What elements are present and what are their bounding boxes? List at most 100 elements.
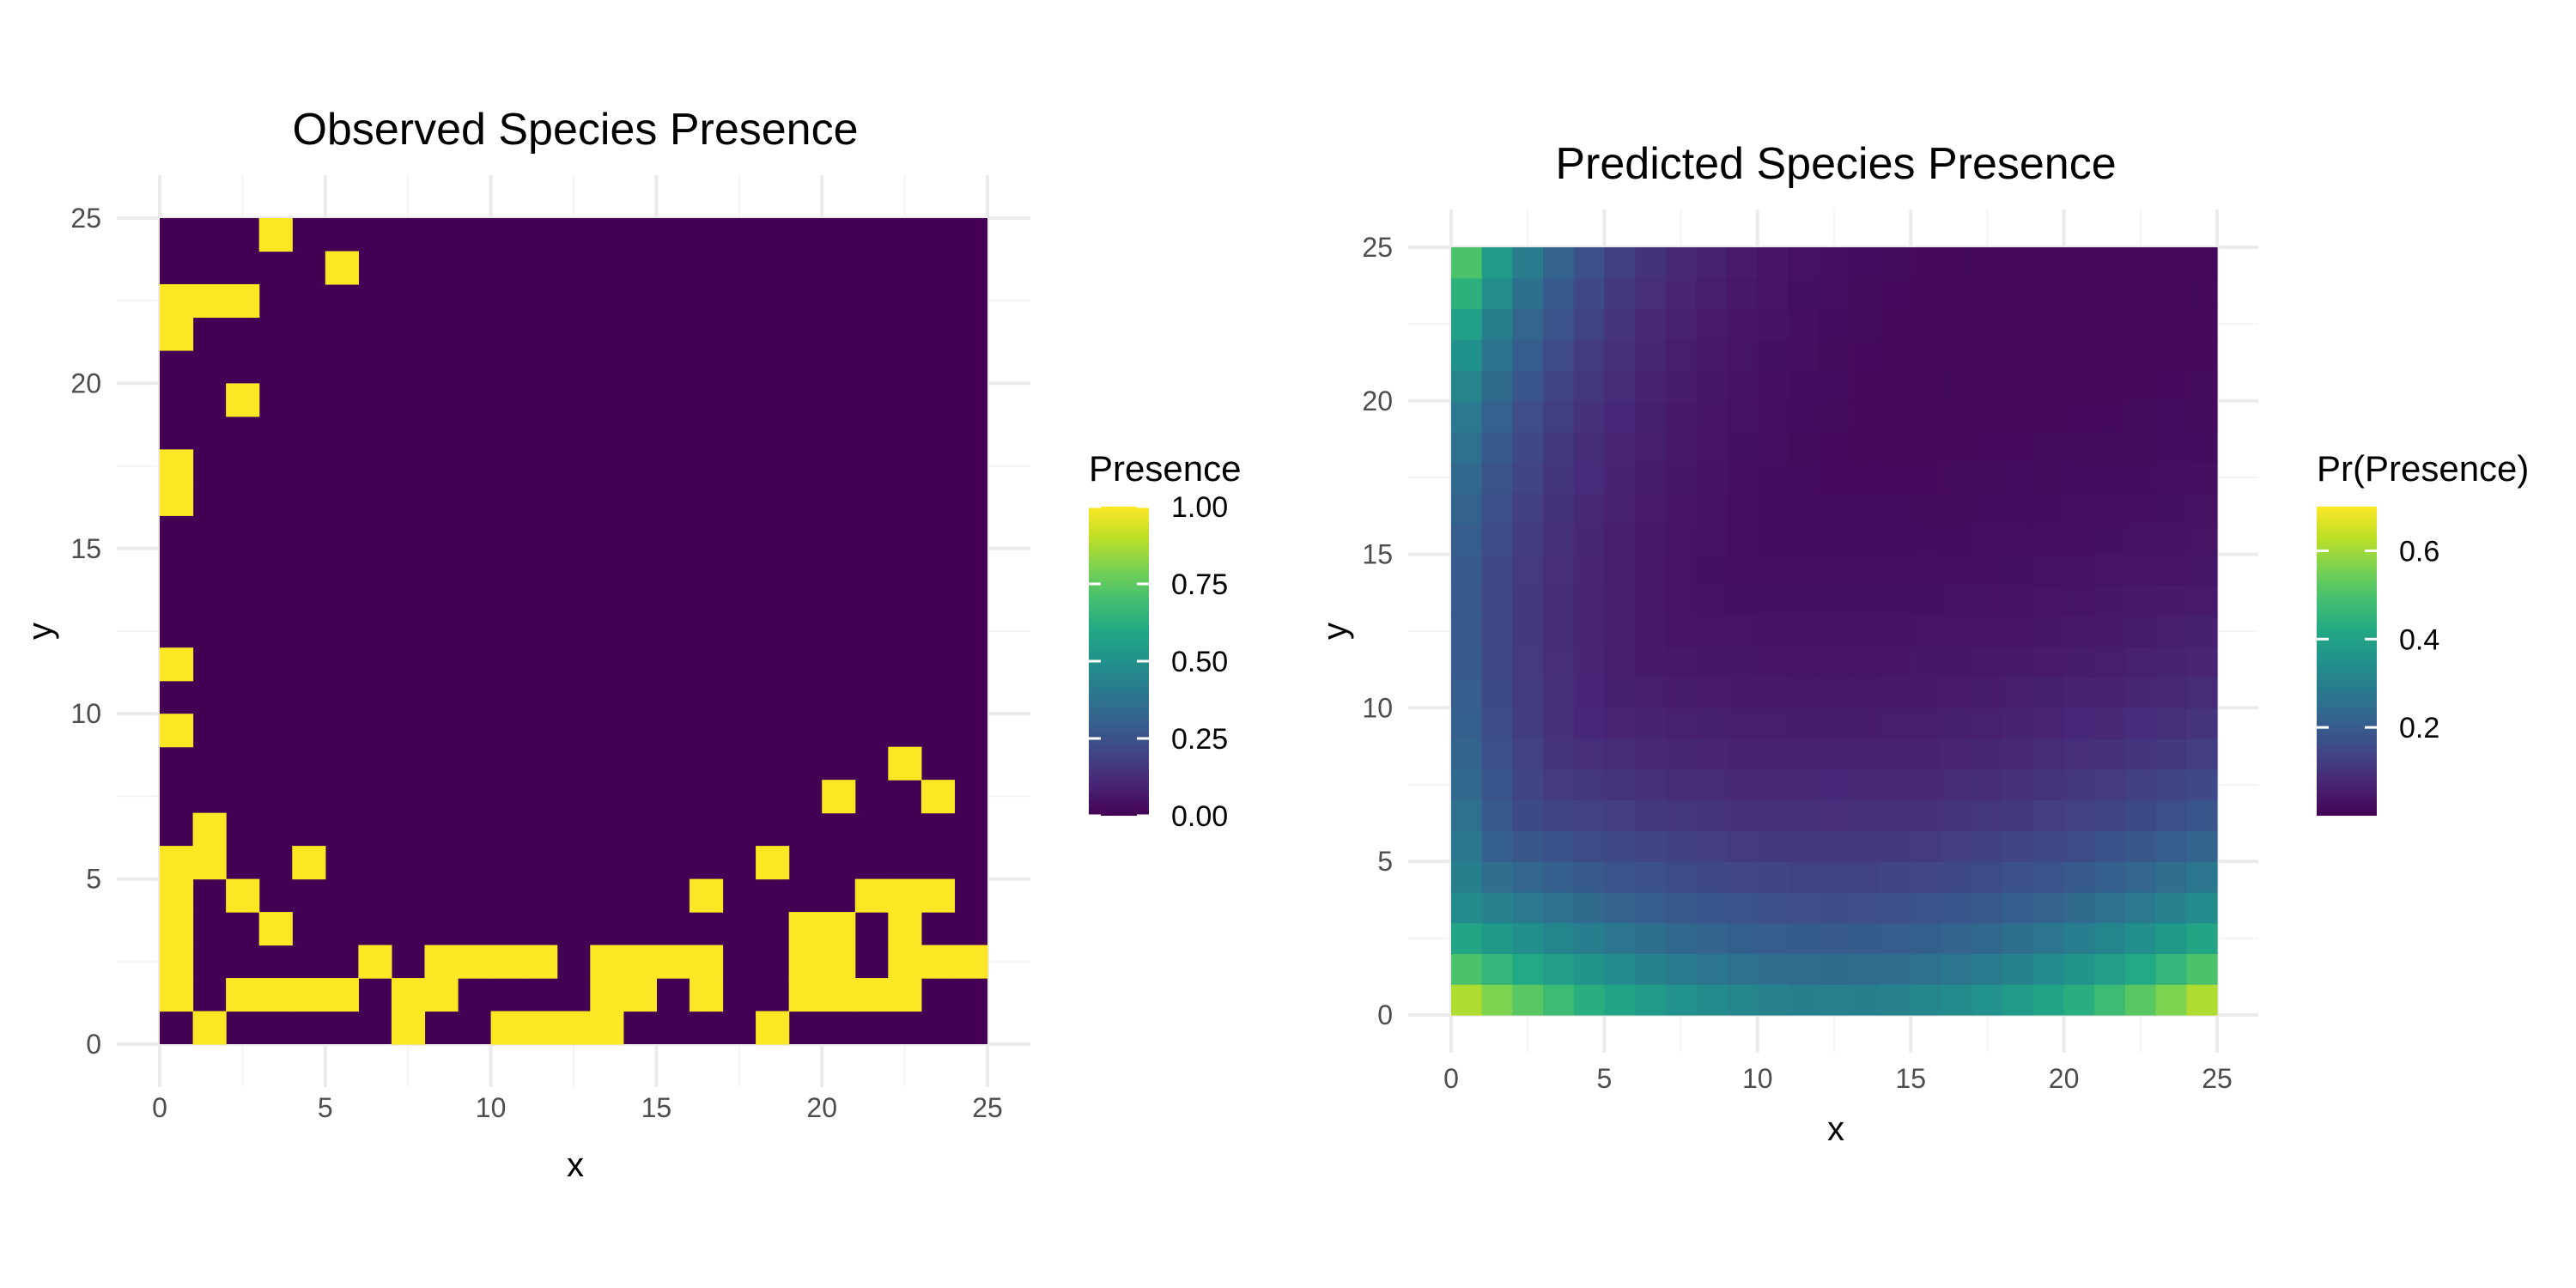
heatmap-cell (756, 1011, 790, 1045)
heatmap-cell (358, 945, 392, 979)
heatmap-cell (2063, 247, 2095, 279)
heatmap-cell (2002, 400, 2034, 433)
heatmap-cell (1665, 339, 1698, 371)
y-tick-label: 25 (1362, 232, 1393, 263)
heatmap-cell (2002, 462, 2034, 494)
heatmap-cell (920, 780, 956, 814)
heatmap-cell (788, 912, 823, 946)
heatmap-cell (1941, 554, 1973, 586)
heatmap-cell (1819, 799, 1850, 832)
heatmap-cell (1543, 738, 1575, 770)
heatmap-cell (1573, 339, 1605, 371)
heatmap-cell (2155, 431, 2187, 463)
heatmap-background (160, 218, 987, 1044)
heatmap-cell (1757, 247, 1789, 279)
heatmap-cell (160, 647, 194, 682)
heatmap-cell (1481, 799, 1513, 832)
heatmap-cell (2032, 677, 2065, 708)
heatmap-cell (1665, 493, 1698, 525)
heatmap-cell (1757, 277, 1789, 310)
heatmap-cell (1696, 554, 1728, 586)
heatmap-cell (1451, 400, 1483, 433)
heatmap-cell (1941, 277, 1973, 310)
heatmap-cell (788, 978, 823, 1012)
heatmap-cell (1573, 922, 1605, 955)
heatmap-cell (1696, 308, 1728, 340)
heatmap-cell (1451, 370, 1483, 402)
observed-x-axis-label: x (567, 1146, 584, 1184)
heatmap-cell (1788, 799, 1820, 832)
heatmap-cell (1911, 523, 1942, 556)
predicted-heatmap (1451, 247, 2218, 1016)
heatmap-cell (160, 449, 194, 483)
heatmap-cell (1635, 247, 1667, 279)
heatmap-cell (1757, 523, 1789, 556)
heatmap-cell (2063, 400, 2095, 433)
heatmap-cell (2094, 708, 2126, 739)
heatmap-cell (1971, 984, 2003, 1016)
heatmap-cell (2032, 738, 2065, 770)
heatmap-cell (1849, 277, 1881, 310)
heatmap-cell (1819, 462, 1850, 494)
heatmap-cell (1849, 953, 1881, 985)
heatmap-cell (1481, 493, 1513, 525)
y-tick-label: 0 (1377, 999, 1393, 1030)
heatmap-cell (2124, 554, 2157, 586)
heatmap-cell (1880, 554, 1911, 586)
heatmap-cell (1635, 799, 1667, 832)
heatmap-cell (2124, 708, 2157, 739)
heatmap-cell (1788, 523, 1820, 556)
observed-legend-title: Presence (1089, 448, 1241, 489)
heatmap-cell (1543, 799, 1575, 832)
heatmap-cell (2002, 861, 2034, 893)
heatmap-cell (822, 912, 856, 946)
heatmap-cell (2186, 708, 2218, 739)
heatmap-cell (1543, 339, 1575, 371)
heatmap-cell (1788, 646, 1820, 678)
heatmap-cell (1819, 953, 1850, 985)
heatmap-cell (1819, 677, 1850, 708)
heatmap-cell (1635, 370, 1667, 402)
heatmap-cell (1481, 738, 1513, 770)
heatmap-cell (2063, 308, 2095, 340)
heatmap-cell (1573, 400, 1605, 433)
heatmap-cell (2124, 339, 2157, 371)
heatmap-cell (1971, 708, 2003, 739)
heatmap-cell (2186, 493, 2218, 525)
heatmap-cell (2063, 738, 2095, 770)
heatmap-cell (2063, 554, 2095, 586)
heatmap-cell (160, 283, 194, 319)
heatmap-cell (2124, 523, 2157, 556)
heatmap-cell (1481, 339, 1513, 371)
heatmap-cell (1941, 493, 1973, 525)
heatmap-cell (1604, 769, 1636, 801)
heatmap-cell (524, 1011, 558, 1045)
heatmap-cell (1512, 523, 1544, 556)
heatmap-cell (2186, 646, 2218, 678)
heatmap-cell (822, 945, 856, 979)
heatmap-cell (2094, 677, 2126, 708)
heatmap-cell (2032, 400, 2065, 433)
heatmap-cell (1512, 370, 1544, 402)
heatmap-cell (292, 978, 326, 1012)
predicted-legend: Pr(Presence) 0.2 0.4 0.6 (2317, 448, 2529, 816)
heatmap-cell (1727, 493, 1759, 525)
heatmap-cell (2032, 616, 2065, 647)
heatmap-cell (2124, 616, 2157, 647)
heatmap-cell (1727, 431, 1759, 463)
heatmap-cell (1788, 953, 1820, 985)
heatmap-cell (1696, 616, 1728, 647)
heatmap-cell (1880, 861, 1911, 893)
heatmap-cell (2094, 462, 2126, 494)
heatmap-cell (1727, 339, 1759, 371)
legend-tick-label: 0.00 (1171, 800, 1228, 833)
heatmap-cell (2032, 339, 2065, 371)
heatmap-cell (1604, 891, 1636, 924)
predicted-x-axis-label: x (1827, 1110, 1844, 1148)
heatmap-cell (1911, 799, 1942, 832)
heatmap-cell (854, 978, 889, 1012)
heatmap-cell (2002, 953, 2034, 985)
heatmap-cell (1727, 984, 1759, 1016)
heatmap-cell (2002, 891, 2034, 924)
heatmap-cell (226, 978, 260, 1012)
